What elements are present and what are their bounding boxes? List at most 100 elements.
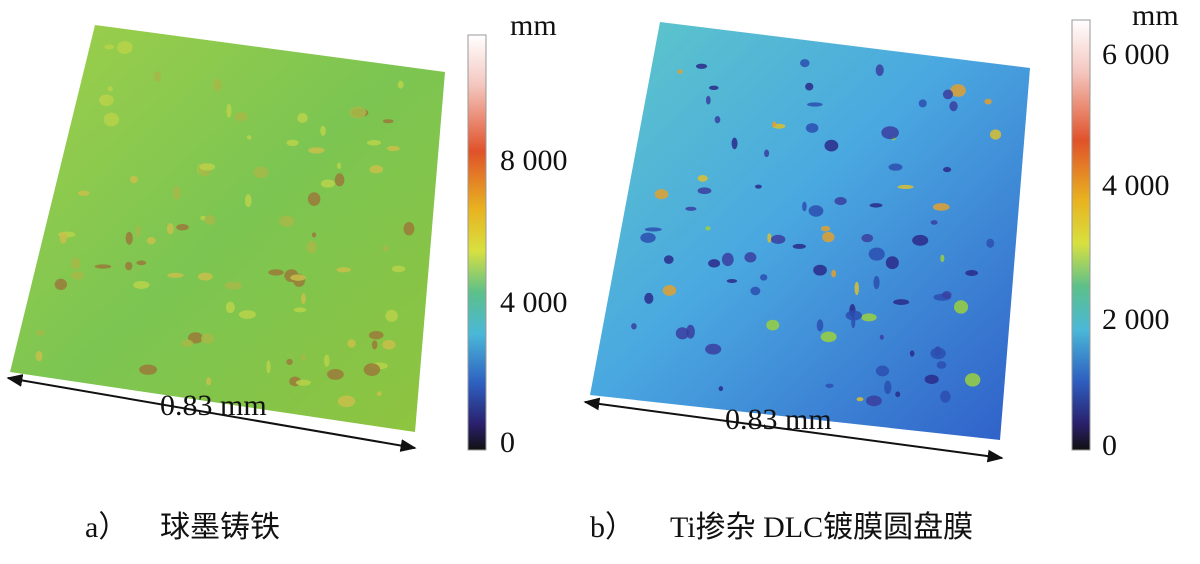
surface-feature	[792, 243, 806, 249]
surface-feature	[861, 233, 874, 243]
panel-label: b）	[590, 511, 635, 544]
surface-feature	[311, 232, 317, 238]
surface-feature	[166, 223, 174, 235]
surface-feature	[266, 360, 271, 374]
surface-feature	[965, 269, 979, 276]
surface-feature	[376, 391, 382, 397]
surface-feature	[949, 101, 958, 112]
surface-feature	[807, 102, 823, 107]
colorbar-tick: 4 000	[1102, 169, 1170, 202]
surface-feature	[942, 166, 952, 173]
surface-feature	[246, 135, 252, 140]
surface-feature	[989, 129, 1002, 140]
surface-feature	[731, 137, 738, 150]
surface-feature	[135, 225, 141, 238]
surface-feature	[382, 339, 396, 350]
scale-arrow	[583, 397, 1004, 463]
surface-feature	[897, 184, 914, 190]
surface-feature	[116, 41, 133, 54]
surface-feature	[770, 234, 786, 244]
surface-feature	[199, 163, 216, 171]
surface-feature	[167, 272, 184, 278]
surface-feature	[153, 71, 162, 82]
colorbar-tick: 8 000	[500, 144, 568, 177]
surface-feature	[932, 203, 950, 211]
surface-feature	[755, 184, 762, 189]
surface-feature	[99, 94, 114, 107]
surface-feature	[139, 364, 158, 375]
surface-feature	[772, 121, 777, 127]
surface-feature	[324, 354, 330, 367]
colorbar-tick: 0	[500, 426, 515, 459]
surface-feature	[868, 247, 885, 261]
surface-feature	[909, 350, 915, 357]
surface-feature	[631, 323, 637, 330]
surface-feature	[708, 85, 719, 91]
surface-feature	[950, 84, 966, 97]
scale-arrow	[6, 374, 417, 452]
colorbar-unit: mm	[1132, 0, 1179, 32]
surface-feature	[869, 203, 883, 208]
surface-feature	[320, 179, 335, 188]
surface-feature	[884, 380, 892, 395]
surface-feature	[59, 232, 67, 244]
surface-feature	[885, 256, 899, 270]
surface-feature	[697, 175, 708, 182]
surface-feature	[816, 319, 824, 332]
surface-feature	[70, 271, 85, 280]
colorbar-tick: 2 000	[1102, 303, 1170, 336]
surface-feature	[766, 319, 780, 331]
surface-feature	[386, 145, 400, 152]
scale-label: 0.83 mm	[160, 389, 267, 422]
surface-feature	[382, 245, 389, 252]
surface-feature	[107, 86, 113, 92]
surface-feature	[54, 278, 68, 291]
surface-feature	[295, 379, 311, 386]
surface-feature	[930, 220, 938, 225]
surface-feature	[224, 281, 242, 290]
surface-feature	[822, 231, 835, 243]
surface-feature	[820, 331, 837, 343]
surface-feature	[366, 140, 382, 146]
surface-feature	[813, 264, 827, 276]
caption: 球墨铸铁	[160, 511, 280, 544]
surface-feature	[286, 139, 299, 147]
surface-feature	[875, 365, 890, 377]
surface-feature	[286, 358, 293, 365]
surface-feature	[654, 189, 669, 200]
surface-feature	[334, 173, 345, 187]
surface-feature	[893, 299, 910, 305]
surface-feature	[831, 269, 837, 278]
surface-feature	[845, 310, 863, 321]
surface-feature	[764, 149, 770, 158]
colorbar	[467, 34, 487, 451]
surface-feature	[895, 391, 901, 398]
surface-feature	[307, 192, 321, 206]
surface-feature	[930, 347, 946, 360]
surface-feature	[800, 59, 810, 68]
surface-feature	[201, 333, 214, 344]
surface-feature	[644, 292, 654, 304]
colorbar-tick: 4 000	[500, 286, 568, 319]
surface-feature	[805, 123, 819, 133]
surface-feature	[695, 63, 708, 69]
surface-feature	[349, 106, 367, 119]
surface-feature	[368, 330, 384, 340]
surface-feature	[824, 139, 839, 152]
surface-feature	[705, 95, 711, 105]
surface-feature	[912, 234, 929, 246]
surface-feature	[347, 339, 356, 348]
surface-feature	[197, 272, 213, 281]
surface-feature	[918, 99, 927, 108]
surface-feature	[181, 339, 194, 348]
surface-feature	[363, 363, 381, 377]
surface-feature	[825, 383, 834, 388]
surface-feature	[308, 147, 325, 154]
surface-feature	[94, 264, 112, 269]
surface-feature	[954, 300, 969, 314]
surface-feature	[802, 201, 807, 212]
colorbar-unit: mm	[510, 9, 557, 42]
surface-feature	[805, 82, 814, 91]
surface-feature	[808, 205, 824, 217]
